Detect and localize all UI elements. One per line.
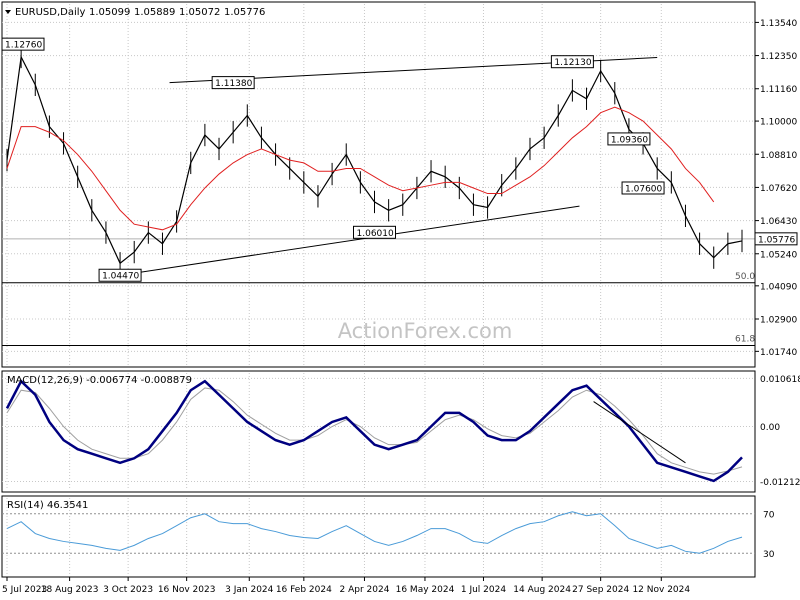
rsi-y-tick-label: 70	[763, 510, 775, 520]
price-line	[6, 54, 743, 265]
price-header-low: 1.05072	[179, 7, 220, 18]
fib-level-label: 61.8	[735, 334, 755, 344]
macd-line	[5, 379, 743, 483]
price-y-tick-label: 1.07620	[760, 184, 797, 194]
price-y-tick-label: 1.06430	[760, 217, 797, 227]
price-label-box	[621, 181, 665, 195]
price-label: 1.12760	[5, 41, 42, 51]
price-label-box	[1, 37, 45, 51]
price-label: 1.07600	[625, 184, 662, 194]
last-price-label: 1.05776	[758, 235, 795, 245]
macd-y-tick-label: 0.00	[760, 423, 780, 433]
macd-series	[5, 379, 743, 483]
price-y-tick-label: 1.13540	[760, 19, 797, 29]
rsi-line	[6, 511, 743, 554]
rsi-series	[6, 511, 743, 554]
price-label: 1.09360	[611, 135, 648, 145]
moving-average	[6, 106, 715, 231]
x-tick-label: 1 Jul 2024	[461, 585, 506, 595]
price-header-close: 1.05776	[224, 7, 265, 18]
x-tick-label: 27 Sep 2024	[572, 585, 629, 595]
price-y-tick-label: 1.12350	[760, 52, 797, 62]
symbol-dropdown-icon[interactable]	[5, 10, 11, 14]
price-label-box	[550, 55, 594, 69]
price-y-tick-label: 1.11160	[760, 85, 797, 95]
macd-signal-line	[6, 387, 743, 475]
x-tick-label: 14 Aug 2024	[513, 585, 571, 595]
price-series	[6, 45, 743, 275]
price-y-tick-label: 1.05240	[760, 250, 797, 260]
price-label-box	[98, 268, 142, 282]
price-label-box	[211, 76, 255, 90]
price-label-box	[353, 225, 396, 239]
rsi-y-tick-label: 30	[763, 550, 775, 560]
x-tick-label: 2 Apr 2024	[340, 585, 390, 595]
price-y-tick-label: 1.04090	[760, 282, 797, 292]
macd-panel	[1, 370, 756, 493]
price-header-high: 1.05889	[134, 7, 175, 18]
macd-trendline	[593, 401, 686, 464]
price-header-symbol: EURUSD,Daily	[15, 7, 86, 18]
x-tick-label: 16 Nov 2023	[158, 585, 216, 595]
x-tick-label: 16 May 2024	[396, 585, 455, 595]
x-tick-label: 5 Jul 2023	[2, 585, 47, 595]
y-tick-labels: 1.13540 1.12350 1.11160 1.10000 1.08810 1.076…	[755, 19, 800, 560]
price-header-open: 1.05099	[89, 7, 130, 18]
macd-y-tick-label: -0.01212	[760, 478, 800, 488]
moving-average-line	[6, 106, 715, 231]
x-tick-label: 3 Jan 2024	[225, 585, 273, 595]
price-y-tick-label: 1.01740	[760, 348, 797, 358]
price-label: 1.12130	[554, 58, 591, 68]
rsi-panel	[1, 495, 756, 578]
trendline	[120, 205, 580, 276]
price-y-tick-label: 1.02900	[760, 316, 797, 326]
x-tick-label: 16 Feb 2024	[276, 585, 332, 595]
price-label: 1.04470	[102, 272, 139, 282]
price-label: 1.11380	[215, 79, 252, 89]
macd-header: MACD(12,26,9) -0.006774 -0.008879	[7, 375, 192, 386]
x-tick-label: 12 Nov 2024	[632, 585, 690, 595]
rsi-header: RSI(14) 46.3541	[7, 500, 88, 511]
grid	[2, 4, 755, 575]
fib-level-label: 50.0	[735, 272, 755, 282]
price-y-tick-label: 1.10000	[760, 118, 797, 128]
x-tick-label: 3 Oct 2023	[103, 585, 153, 595]
last-price-box	[754, 232, 798, 246]
price-label-box	[607, 132, 651, 146]
price-label: 1.06010	[357, 229, 394, 239]
price-labels: 1.12760 1.11380 1.04470 1.06010 1.12130 1.093…	[1, 37, 665, 282]
horizontal-levels: 50.0 61.8 1.05776	[2, 232, 798, 346]
x-tick-label: 18 Aug 2023	[41, 585, 99, 595]
price-y-tick-label: 1.08810	[760, 151, 797, 161]
macd-y-tick-label: 0.010618	[760, 375, 800, 385]
